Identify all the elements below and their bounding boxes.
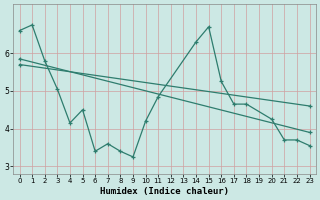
X-axis label: Humidex (Indice chaleur): Humidex (Indice chaleur) bbox=[100, 187, 229, 196]
